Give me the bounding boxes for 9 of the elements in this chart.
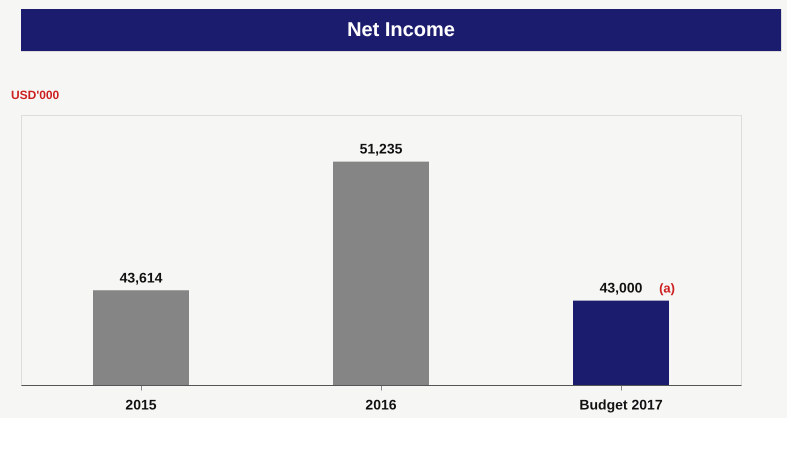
chart-title: Net Income xyxy=(347,19,455,41)
data-label: 43,614 xyxy=(120,269,163,286)
data-label: 51,235 xyxy=(360,140,403,157)
y-axis-title: USD'000 xyxy=(11,88,60,102)
data-label: 43,000 xyxy=(600,280,643,296)
x-tick-label: 2016 xyxy=(365,396,397,412)
annotation: (a) xyxy=(659,280,675,296)
x-tick-label: 2015 xyxy=(125,396,157,412)
x-tick-label: Budget 2017 xyxy=(579,396,663,412)
